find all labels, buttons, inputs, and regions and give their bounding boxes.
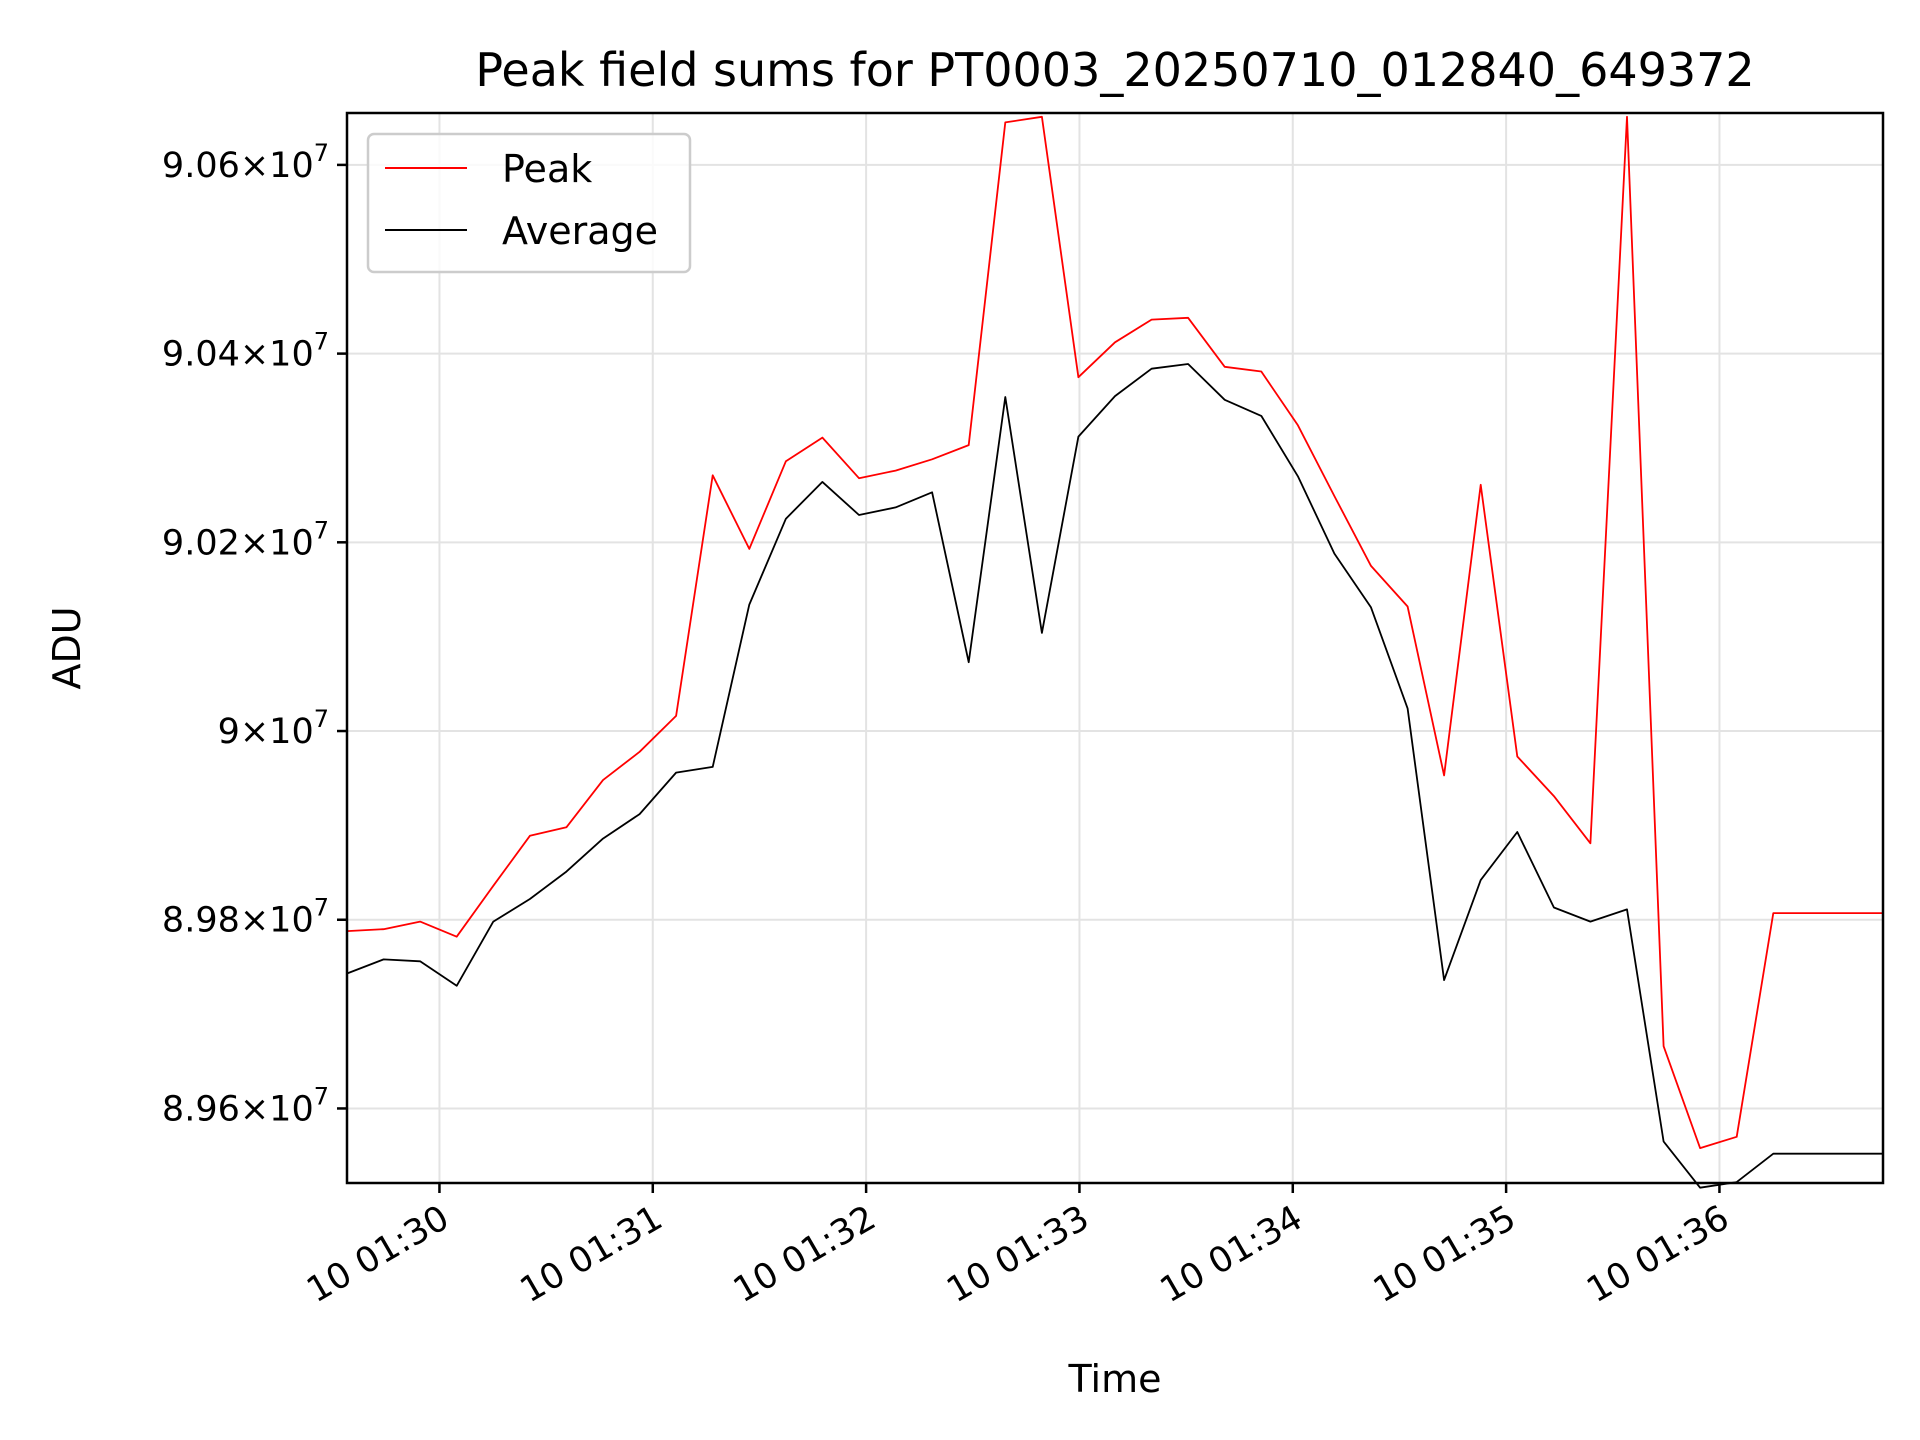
x-axis: 10 01:30 10 01:31 10 01:32 10 01:33 10 01:34… bbox=[300, 1183, 1736, 1311]
x-tick-label: 10 01:35 bbox=[1367, 1198, 1523, 1311]
x-tick-label: 10 01:33 bbox=[940, 1198, 1096, 1311]
legend-average-label: Average bbox=[502, 209, 658, 253]
y-tick-label: 9×107 bbox=[218, 705, 329, 752]
y-tick-label: 8.96×107 bbox=[162, 1082, 329, 1129]
y-axis: 8.96×107 8.98×107 9×107 9.02×107 9.04×107 9.0… bbox=[162, 139, 347, 1129]
peak-series-line bbox=[346, 115, 1883, 1149]
x-tick-label: 10 01:36 bbox=[1580, 1198, 1736, 1311]
x-tick-label: 10 01:32 bbox=[727, 1198, 883, 1311]
y-tick-label: 9.02×107 bbox=[162, 516, 329, 563]
chart-title: Peak field sums for PT0003_20250710_0128… bbox=[475, 43, 1754, 97]
legend: Peak Average bbox=[366, 132, 692, 274]
plot-frame bbox=[345, 111, 1885, 1185]
legend-peak-label: Peak bbox=[502, 147, 592, 191]
series-layer bbox=[346, 115, 1883, 1189]
x-tick-label: 10 01:34 bbox=[1154, 1198, 1310, 1311]
x-axis-label: Time bbox=[1068, 1357, 1162, 1401]
y-tick-label: 9.06×107 bbox=[162, 139, 329, 186]
y-tick-label: 9.04×107 bbox=[162, 328, 329, 375]
grid-layer bbox=[347, 113, 1883, 1183]
y-axis-label: ADU bbox=[45, 606, 89, 689]
y-tick-label: 8.98×107 bbox=[162, 894, 329, 941]
x-tick-label: 10 01:31 bbox=[514, 1198, 670, 1311]
average-series-line bbox=[346, 363, 1883, 1189]
x-tick-label: 10 01:30 bbox=[300, 1198, 456, 1311]
